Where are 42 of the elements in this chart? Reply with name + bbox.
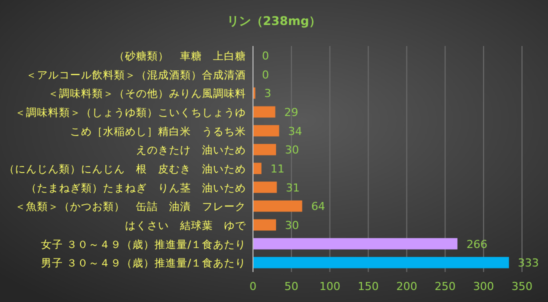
x-tick-label: 350 <box>512 280 532 293</box>
y-tick-label: ＜調味料類＞（しょうゆ類）こいくちしょうゆ <box>15 106 246 119</box>
x-tick-label: 250 <box>434 280 456 293</box>
y-tick-label: こめ［水稲めし］精白米 うるち米 <box>70 124 246 138</box>
x-tick-label: 50 <box>284 280 298 293</box>
y-tick-label: （にんじん類）にんじん 根 皮むき 油いため <box>4 162 246 176</box>
y-tick-label: 男子 ３０～４９（歳）推進量/１食あたり <box>41 256 246 270</box>
y-tick-label: 女子 ３０～４９（歳）推進量/１食あたり <box>41 238 246 251</box>
chart-title: リン（238mg） <box>226 14 322 28</box>
bar <box>253 200 302 212</box>
data-label: 0 <box>262 68 269 82</box>
bar <box>253 219 276 231</box>
data-label: 30 <box>285 144 300 157</box>
data-label: 64 <box>311 200 326 214</box>
bar <box>253 162 262 174</box>
data-label: 0 <box>262 49 269 62</box>
data-label: 266 <box>466 238 488 251</box>
bar <box>253 256 509 268</box>
y-tick-label: えのきたけ 油いため <box>136 144 246 157</box>
x-tick-label: 300 <box>473 280 494 293</box>
data-label: 11 <box>270 162 284 176</box>
y-tick-label: ＜調味料類＞（その他）みりん風調味料 <box>48 87 246 100</box>
data-label: 31 <box>286 181 300 194</box>
y-tick-label: ＜魚類＞（かつお類） 缶詰 油漬 フレーク <box>15 200 246 214</box>
bar <box>253 144 276 156</box>
x-tick-label: 100 <box>319 280 340 293</box>
data-label: 34 <box>288 124 302 138</box>
bar <box>253 238 458 250</box>
x-tick-label: 200 <box>396 280 418 293</box>
y-tick-label: はくさい 結球葉 ゆで <box>125 218 247 232</box>
y-tick-label: （砂糖類） 車糖 上白糖 <box>114 49 246 62</box>
x-tick-label: 150 <box>358 280 379 293</box>
data-label: 3 <box>264 87 272 100</box>
data-label: 30 <box>285 218 300 232</box>
data-label: 29 <box>284 106 298 119</box>
data-label: 333 <box>518 256 539 270</box>
bar <box>253 125 280 136</box>
y-tick-label: ＜アルコール飲料類＞（混成酒類）合成清酒 <box>26 68 246 82</box>
y-tick-label: （たまねぎ類）たまねぎ りん茎 油いため <box>26 181 246 194</box>
bar <box>253 182 277 193</box>
bar <box>253 106 276 118</box>
x-tick-label: 0 <box>250 280 256 293</box>
